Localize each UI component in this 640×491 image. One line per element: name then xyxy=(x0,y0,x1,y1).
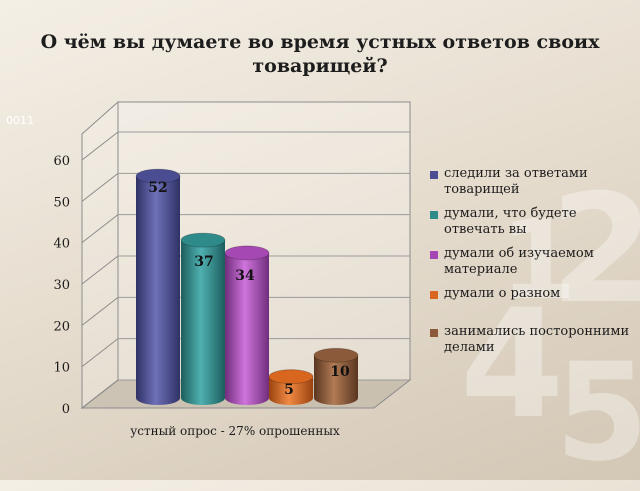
bar-top xyxy=(224,245,270,261)
data-label: 52 xyxy=(148,180,167,196)
y-tick-label: 50 xyxy=(53,195,70,210)
bar-top xyxy=(135,168,181,184)
x-axis-label: устный опрос - 27% опрошенных xyxy=(130,424,340,438)
slide-title: О чём вы думаете во время устных ответов… xyxy=(40,31,600,77)
legend-item: занимались посторонними делами xyxy=(430,324,635,356)
bar xyxy=(135,168,181,405)
data-label: 37 xyxy=(194,254,213,270)
gridline xyxy=(81,379,119,409)
decorative-digit-5: 5 xyxy=(555,334,640,491)
y-tick-label: 20 xyxy=(53,319,70,334)
data-labels: 52 37 34 5 10 xyxy=(148,180,350,398)
gridline xyxy=(81,255,119,285)
bar xyxy=(313,347,359,405)
legend-swatch xyxy=(430,171,438,179)
legend-swatch xyxy=(430,251,438,259)
legend-label: думали, что будете отвечать вы xyxy=(444,206,577,237)
bar xyxy=(224,245,270,405)
bar xyxy=(180,232,226,405)
bar-top xyxy=(180,232,226,248)
legend-label: следили за ответами товарищей xyxy=(444,166,588,197)
gridline xyxy=(81,338,119,368)
legend-swatch xyxy=(430,291,438,299)
gridline xyxy=(81,296,119,326)
legend-label: думали о разном xyxy=(444,286,561,301)
y-tick-label: 10 xyxy=(53,361,70,376)
decorative-digit-1: 1 xyxy=(500,196,577,324)
gridline xyxy=(81,131,119,161)
bar-body xyxy=(269,376,313,405)
legend-item: думали об изучаемом материале xyxy=(430,246,635,278)
chart-bars xyxy=(135,168,359,405)
bar-body xyxy=(136,176,180,405)
corner-code: 0011 xyxy=(6,114,34,127)
bar-top xyxy=(313,347,359,363)
gridline xyxy=(81,214,119,244)
data-label: 10 xyxy=(330,364,350,380)
bar-chart: 0 10 20 30 40 50 60 52 37 34 5 10 xyxy=(53,100,412,417)
legend-swatch xyxy=(430,211,438,219)
y-tick-label: 40 xyxy=(53,237,70,252)
legend-item: думали о разном xyxy=(430,286,635,302)
bar-body xyxy=(314,355,358,405)
y-tick-label: 60 xyxy=(53,154,70,169)
bar-top xyxy=(268,369,314,385)
decorative-digit-2: 2 xyxy=(550,163,640,337)
legend-label: думали об изучаемом материале xyxy=(444,246,594,277)
data-label: 5 xyxy=(284,382,294,398)
legend-swatch xyxy=(430,329,438,337)
legend-label: занимались посторонними делами xyxy=(444,324,630,355)
legend-item: следили за ответами товарищей xyxy=(430,166,635,198)
legend-item: думали, что будете отвечать вы xyxy=(430,206,635,238)
data-label: 34 xyxy=(235,268,255,284)
decorative-digit-4: 4 xyxy=(460,278,565,452)
y-tick-label: 0 xyxy=(62,402,70,417)
bar xyxy=(268,369,314,405)
bar-body xyxy=(225,252,269,405)
gridline xyxy=(81,172,119,202)
chart-legend: следили за ответами товарищей думали, чт… xyxy=(430,166,635,364)
y-axis-ticks: 0 10 20 30 40 50 60 xyxy=(53,154,70,417)
y-tick-label: 30 xyxy=(53,278,70,293)
bar-body xyxy=(181,240,225,405)
slide: 1 2 4 5 О чём вы думаете во время устных… xyxy=(6,31,640,491)
